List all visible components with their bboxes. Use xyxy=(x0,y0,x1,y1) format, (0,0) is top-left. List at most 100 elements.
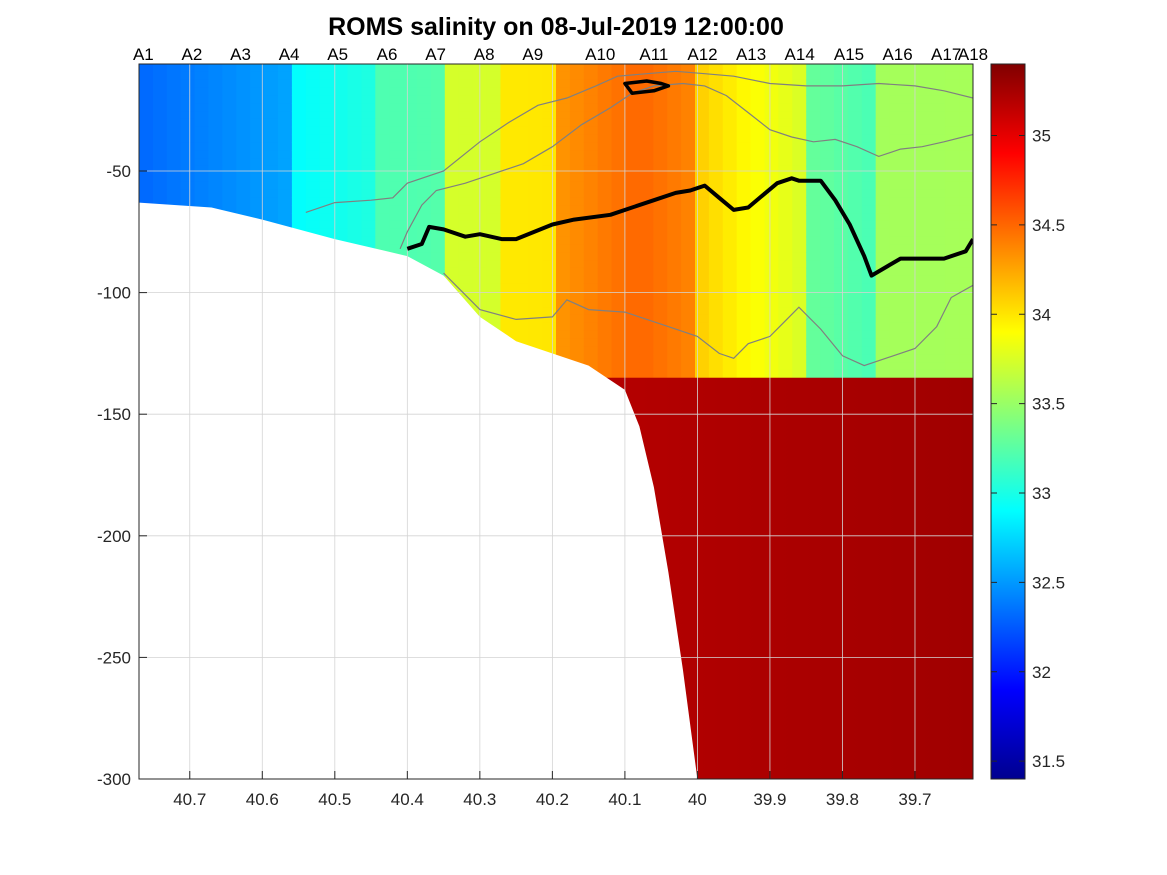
field-cell xyxy=(250,71,265,81)
field-cell xyxy=(528,197,543,206)
field-cell xyxy=(264,71,279,81)
field-cell xyxy=(681,330,696,340)
field-cell xyxy=(653,244,668,253)
field-cell xyxy=(278,197,293,206)
field-cell xyxy=(806,314,821,324)
field-cell xyxy=(889,346,905,355)
field-cell xyxy=(430,260,446,269)
field-cell xyxy=(653,165,668,175)
field-cell xyxy=(820,314,835,324)
field-cell xyxy=(222,118,237,128)
field-cell xyxy=(528,126,543,136)
field-cell xyxy=(333,197,349,206)
field-cell xyxy=(834,87,849,96)
field-cell xyxy=(347,79,362,89)
field-cell xyxy=(611,299,627,308)
station-label: A8 xyxy=(474,45,495,64)
field-cell xyxy=(264,95,279,104)
field-cell xyxy=(486,213,501,222)
field-cell xyxy=(861,338,877,347)
field-cell xyxy=(542,142,557,151)
field-cell xyxy=(945,189,960,198)
field-cell xyxy=(792,142,807,151)
field-cell xyxy=(653,118,668,128)
field-cell xyxy=(222,64,237,73)
field-cell xyxy=(667,134,682,144)
field-cell xyxy=(764,322,779,332)
field-cell xyxy=(695,103,710,112)
field-cell xyxy=(139,79,154,89)
field-cell xyxy=(736,291,752,300)
field-cell xyxy=(264,173,279,183)
field-cell xyxy=(722,354,738,363)
field-cell xyxy=(695,134,710,144)
field-cell xyxy=(695,314,710,324)
field-cell xyxy=(625,244,640,253)
field-cell xyxy=(583,275,599,285)
field-cell xyxy=(847,181,863,191)
field-cell xyxy=(514,181,529,191)
field-cell xyxy=(695,354,710,363)
field-cell xyxy=(917,346,932,355)
field-cell xyxy=(417,244,432,253)
field-cell xyxy=(820,354,835,363)
field-cell xyxy=(653,267,668,277)
field-cell xyxy=(375,142,390,151)
field-cell xyxy=(889,252,905,261)
field-cell xyxy=(417,79,432,89)
field-cell xyxy=(152,79,168,89)
field-cell xyxy=(625,228,640,238)
field-cell xyxy=(722,158,738,167)
field-cell xyxy=(834,118,849,128)
field-cell xyxy=(222,95,237,104)
field-cell xyxy=(583,142,599,151)
field-cell xyxy=(583,205,599,214)
field-cell xyxy=(917,150,932,159)
field-cell xyxy=(569,283,585,293)
field-cell xyxy=(611,260,627,269)
field-cell xyxy=(403,173,418,183)
field-cell xyxy=(403,213,418,222)
field-cell xyxy=(625,338,640,347)
field-cell xyxy=(681,181,696,191)
field-cell xyxy=(847,362,863,371)
field-cell xyxy=(653,142,668,151)
field-cell xyxy=(778,338,793,347)
y-tick-label: -100 xyxy=(97,284,131,303)
field-cell xyxy=(403,126,418,136)
field-cell xyxy=(903,197,918,206)
field-cell xyxy=(708,87,724,96)
field-cell xyxy=(430,79,446,89)
field-cell xyxy=(278,158,293,167)
field-cell xyxy=(945,299,960,308)
field-cell xyxy=(375,95,390,104)
field-cell xyxy=(389,95,404,104)
field-cell xyxy=(639,338,654,347)
field-cell xyxy=(500,314,515,324)
field-cell xyxy=(875,267,891,277)
field-cell xyxy=(333,134,349,144)
field-cell xyxy=(736,134,752,144)
field-cell xyxy=(305,134,321,144)
field-cell xyxy=(736,362,752,371)
field-cell xyxy=(639,165,654,175)
field-cell xyxy=(597,165,613,175)
field-cell xyxy=(528,118,543,128)
field-cell xyxy=(556,79,571,89)
field-cell xyxy=(430,252,446,261)
field-cell xyxy=(695,87,710,96)
field-cell xyxy=(667,236,682,245)
field-cell xyxy=(722,283,738,293)
field-cell xyxy=(820,189,835,198)
field-cell xyxy=(569,118,585,128)
field-cell xyxy=(931,126,946,136)
field-cell xyxy=(903,228,918,238)
field-cell xyxy=(931,283,946,293)
field-cell xyxy=(458,205,474,214)
field-cell xyxy=(542,283,557,293)
field-cell xyxy=(792,275,807,285)
field-cell xyxy=(222,165,237,175)
field-cell xyxy=(444,111,460,120)
field-cell xyxy=(750,267,766,277)
field-cell xyxy=(528,189,543,198)
